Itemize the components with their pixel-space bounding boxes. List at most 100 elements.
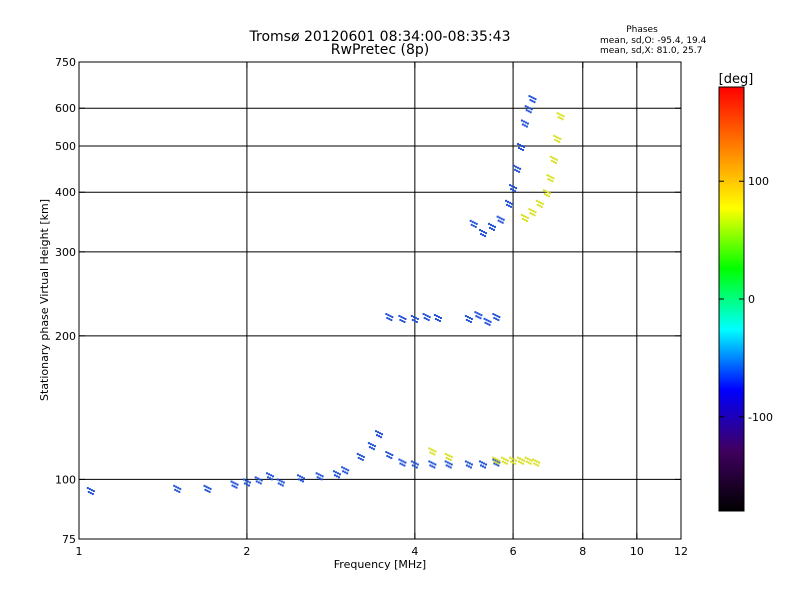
trace-dot	[520, 461, 523, 464]
data-point	[528, 95, 537, 104]
data-point	[542, 189, 551, 198]
trace-dot	[415, 320, 418, 323]
data-point	[549, 155, 558, 164]
trace-dot	[536, 460, 539, 463]
trace-dot	[487, 222, 490, 225]
trace-dot	[482, 234, 485, 237]
trace-dot	[317, 473, 320, 476]
trace-dot	[470, 463, 473, 466]
data-point	[332, 470, 341, 479]
trace-dot	[528, 107, 531, 110]
trace-dot	[411, 318, 414, 321]
trace-dot	[543, 193, 546, 196]
trace-dot	[301, 480, 304, 483]
trace-dot	[232, 481, 235, 484]
trace-dot	[536, 203, 539, 206]
trace-dot	[372, 448, 375, 451]
trace-dot	[545, 194, 548, 197]
trace-dot	[269, 477, 272, 480]
trace-dot	[539, 201, 542, 204]
trace-dot	[555, 135, 558, 138]
trace-dot	[361, 458, 364, 461]
trace-dot	[413, 465, 416, 468]
y-tick-label: 600	[55, 102, 76, 115]
colorbar-ticks: 100 0 -100	[719, 175, 773, 424]
trace-dot	[87, 491, 90, 494]
trace-dot	[445, 456, 448, 459]
trace-dot	[243, 482, 246, 485]
trace-dot	[552, 160, 555, 163]
data-point	[367, 442, 376, 451]
trace-dot	[431, 465, 434, 468]
trace-dot	[448, 454, 451, 457]
trace-dot	[388, 318, 391, 321]
trace-dot	[255, 480, 258, 483]
trace-dot	[410, 460, 413, 463]
data-point	[203, 484, 212, 493]
data-point	[492, 313, 501, 322]
colorbar-tick-label: -100	[748, 411, 773, 424]
y-axis-label: Stationary phase Virtual Height [km]	[38, 199, 51, 401]
trace-dot	[371, 444, 374, 447]
trace-dot	[439, 317, 442, 320]
trace-dot	[544, 190, 547, 193]
trace-dot	[542, 189, 545, 192]
trace-dot	[404, 317, 407, 320]
trace-dot	[209, 487, 212, 490]
trace-dot	[510, 460, 513, 463]
trace-dot	[548, 175, 551, 178]
trace-dot	[515, 187, 518, 190]
data-point	[385, 451, 394, 460]
trace-dot	[88, 488, 91, 491]
trace-dot	[500, 456, 503, 459]
data-point	[517, 142, 526, 151]
trace-dot	[546, 174, 549, 177]
trace-dot	[492, 458, 495, 461]
trace-dot	[525, 125, 528, 128]
trace-dot	[434, 450, 437, 453]
trace-dot	[379, 432, 382, 435]
trace-dot	[370, 447, 373, 450]
trace-dot	[501, 221, 504, 224]
trace-dot	[248, 481, 251, 484]
trace-dot	[233, 485, 236, 488]
trace-dot	[556, 139, 559, 142]
trace-dot	[402, 460, 405, 463]
trace-dot	[342, 470, 345, 473]
trace-dot	[511, 202, 514, 205]
trace-dot	[446, 461, 449, 464]
trace-dot	[518, 460, 521, 463]
trace-dot	[481, 461, 484, 464]
trace-dot	[267, 476, 270, 479]
trace-dot	[527, 461, 530, 464]
x-tick-label: 6	[510, 545, 517, 558]
trace-dot	[231, 484, 234, 487]
trace-dot	[513, 164, 516, 167]
trace-dot	[483, 231, 486, 234]
trace-dot	[524, 105, 527, 108]
y-tick-label: 300	[55, 246, 76, 259]
data-point	[500, 456, 509, 465]
trace-dot	[526, 216, 529, 219]
trace-dot	[526, 457, 529, 460]
trace-dot	[271, 478, 274, 481]
trace-dot	[464, 314, 467, 317]
colorbar-tick-label: 100	[748, 175, 769, 188]
trace-dot	[557, 116, 560, 119]
data-point	[315, 472, 324, 481]
data-point	[266, 472, 275, 481]
trace-dot	[531, 100, 534, 103]
trace-dot	[547, 178, 550, 181]
trace-dot	[478, 313, 481, 316]
data-point	[546, 174, 555, 183]
trace-dot	[530, 459, 533, 462]
trace-dot	[412, 461, 415, 464]
trace-dot	[385, 451, 388, 454]
trace-dot	[318, 477, 321, 480]
trace-dot	[535, 463, 538, 466]
trace-dot	[532, 458, 535, 461]
trace-dot	[433, 314, 436, 317]
x-tick-label: 8	[579, 545, 586, 558]
data-point	[444, 460, 453, 469]
